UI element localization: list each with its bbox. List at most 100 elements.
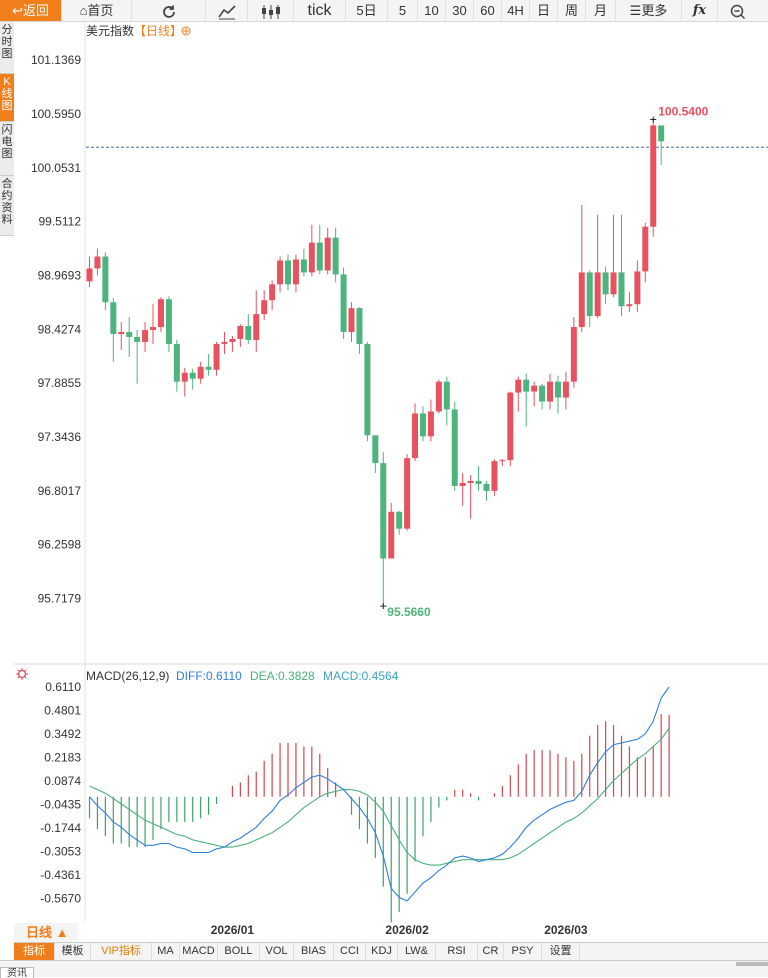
side-tab-timeshare[interactable]: 分时图 — [0, 22, 14, 74]
zoom-out-button[interactable] — [718, 0, 758, 21]
tab-lw[interactable]: LW& — [398, 943, 436, 960]
period-day[interactable]: 日 — [530, 0, 558, 21]
period-week[interactable]: 周 — [558, 0, 586, 21]
tab-cci[interactable]: CCI — [334, 943, 366, 960]
price-tick-label: 97.3436 — [38, 430, 82, 444]
candle-body — [340, 274, 347, 333]
date-axis: 2026/01 2026/02 2026/03 — [211, 923, 588, 937]
candle-body — [586, 272, 593, 317]
candle-body — [634, 271, 641, 305]
back-arrow-icon: ↩ — [12, 3, 23, 18]
candle-body — [610, 272, 617, 295]
tab-indicators[interactable]: 指标 — [14, 943, 55, 960]
candle-body — [157, 299, 164, 328]
macd-tick-label: -0.5670 — [40, 892, 81, 906]
macd-histogram — [88, 714, 670, 923]
candle — [451, 401, 458, 491]
candle-body — [205, 366, 212, 370]
side-tab-kline[interactable]: K线图 — [0, 74, 14, 122]
price-tick-label: 100.5950 — [31, 107, 81, 121]
candle-body — [292, 259, 299, 285]
candle — [467, 475, 474, 519]
candle-body — [221, 341, 228, 344]
tab-cr[interactable]: CR — [478, 943, 504, 960]
candle-body — [118, 332, 125, 334]
home-button[interactable]: ⌂首页 — [62, 0, 132, 21]
price-tick-label: 96.2598 — [38, 538, 82, 552]
tab-bias[interactable]: BIAS — [294, 943, 334, 960]
period-selector[interactable]: 日线 ▲ — [14, 923, 78, 942]
tab-macd[interactable]: MACD — [180, 943, 218, 960]
candle-body — [142, 330, 149, 342]
candle — [157, 297, 164, 333]
macd-tick-label: 0.0874 — [44, 774, 81, 788]
candle — [150, 304, 157, 344]
period-60min[interactable]: 60 — [474, 0, 502, 21]
candle — [499, 459, 506, 467]
period-5day[interactable]: 5日 — [346, 0, 388, 21]
price-tick-label: 97.8855 — [38, 376, 82, 390]
candle — [475, 466, 482, 491]
period-month[interactable]: 月 — [586, 0, 616, 21]
period-10min[interactable]: 10 — [418, 0, 446, 21]
side-tab-flash[interactable]: 闪电图 — [0, 122, 14, 176]
candlestick-button[interactable] — [248, 0, 294, 21]
candle-body — [523, 379, 530, 392]
candle-body — [110, 302, 117, 334]
add-indicator-icon[interactable] — [181, 26, 191, 36]
indicator-bar: 指标 模板 VIP指标 MA MACD BOLL VOL BIAS CCI KD… — [14, 942, 768, 960]
candle — [245, 314, 252, 344]
tab-vol[interactable]: VOL — [260, 943, 294, 960]
candle — [86, 256, 93, 288]
candle — [435, 379, 442, 414]
tab-rsi[interactable]: RSI — [436, 943, 478, 960]
period-5min[interactable]: 5 — [388, 0, 418, 21]
tab-templates[interactable]: 模板 — [55, 943, 91, 960]
dea-line — [89, 727, 670, 866]
price-axis: 101.1369 100.5950 100.0531 99.5112 98.9693 98… — [31, 53, 81, 605]
tab-ma[interactable]: MA — [152, 943, 180, 960]
back-label: 返回 — [22, 3, 49, 18]
tab-settings[interactable]: 设置 — [542, 943, 580, 960]
chart-area[interactable]: 101.1369 100.5950 100.0531 99.5112 98.9693 98… — [0, 0, 768, 942]
info-tab[interactable]: 资讯 — [0, 967, 34, 978]
scrollbar-thumb[interactable] — [736, 962, 768, 966]
candle — [547, 373, 554, 410]
candle-body — [332, 237, 339, 275]
candle — [396, 510, 403, 535]
refresh-button[interactable] — [132, 0, 206, 21]
low-price-label: 95.5660 — [387, 605, 431, 619]
chart-title: 美元指数 — [86, 23, 134, 38]
candle — [253, 290, 260, 352]
candle-body — [126, 332, 133, 337]
formula-button[interactable]: fx — [682, 0, 718, 21]
tab-kdj[interactable]: KDJ — [366, 943, 398, 960]
candle — [356, 307, 363, 354]
tick-button[interactable]: tick — [294, 0, 346, 21]
candle-body — [642, 226, 649, 272]
candle — [412, 403, 419, 462]
high-marker — [650, 116, 657, 123]
tab-vip-indicators[interactable]: VIP指标 — [91, 943, 152, 960]
candle — [443, 376, 450, 426]
candle — [626, 292, 633, 313]
fx-icon: fx — [692, 3, 707, 18]
line-chart-button[interactable] — [206, 0, 248, 21]
period-4h[interactable]: 4H — [502, 0, 530, 21]
tab-psy[interactable]: PSY — [504, 943, 542, 960]
candle-body — [94, 256, 101, 269]
candle-body — [245, 326, 252, 340]
candle-body — [165, 299, 172, 344]
tab-boll[interactable]: BOLL — [218, 943, 260, 960]
candle-body — [388, 511, 395, 559]
candle — [586, 270, 593, 328]
more-button[interactable]: ☰更多 — [616, 0, 682, 21]
indicator-settings-icon[interactable] — [16, 668, 28, 680]
info-bar: 资讯 — [0, 960, 768, 978]
candle — [650, 119, 657, 237]
back-button[interactable]: ↩返回 — [0, 0, 62, 21]
candle-body — [150, 327, 157, 331]
side-tab-contract[interactable]: 合约资料 — [0, 176, 14, 236]
candle — [126, 317, 133, 357]
period-30min[interactable]: 30 — [446, 0, 474, 21]
